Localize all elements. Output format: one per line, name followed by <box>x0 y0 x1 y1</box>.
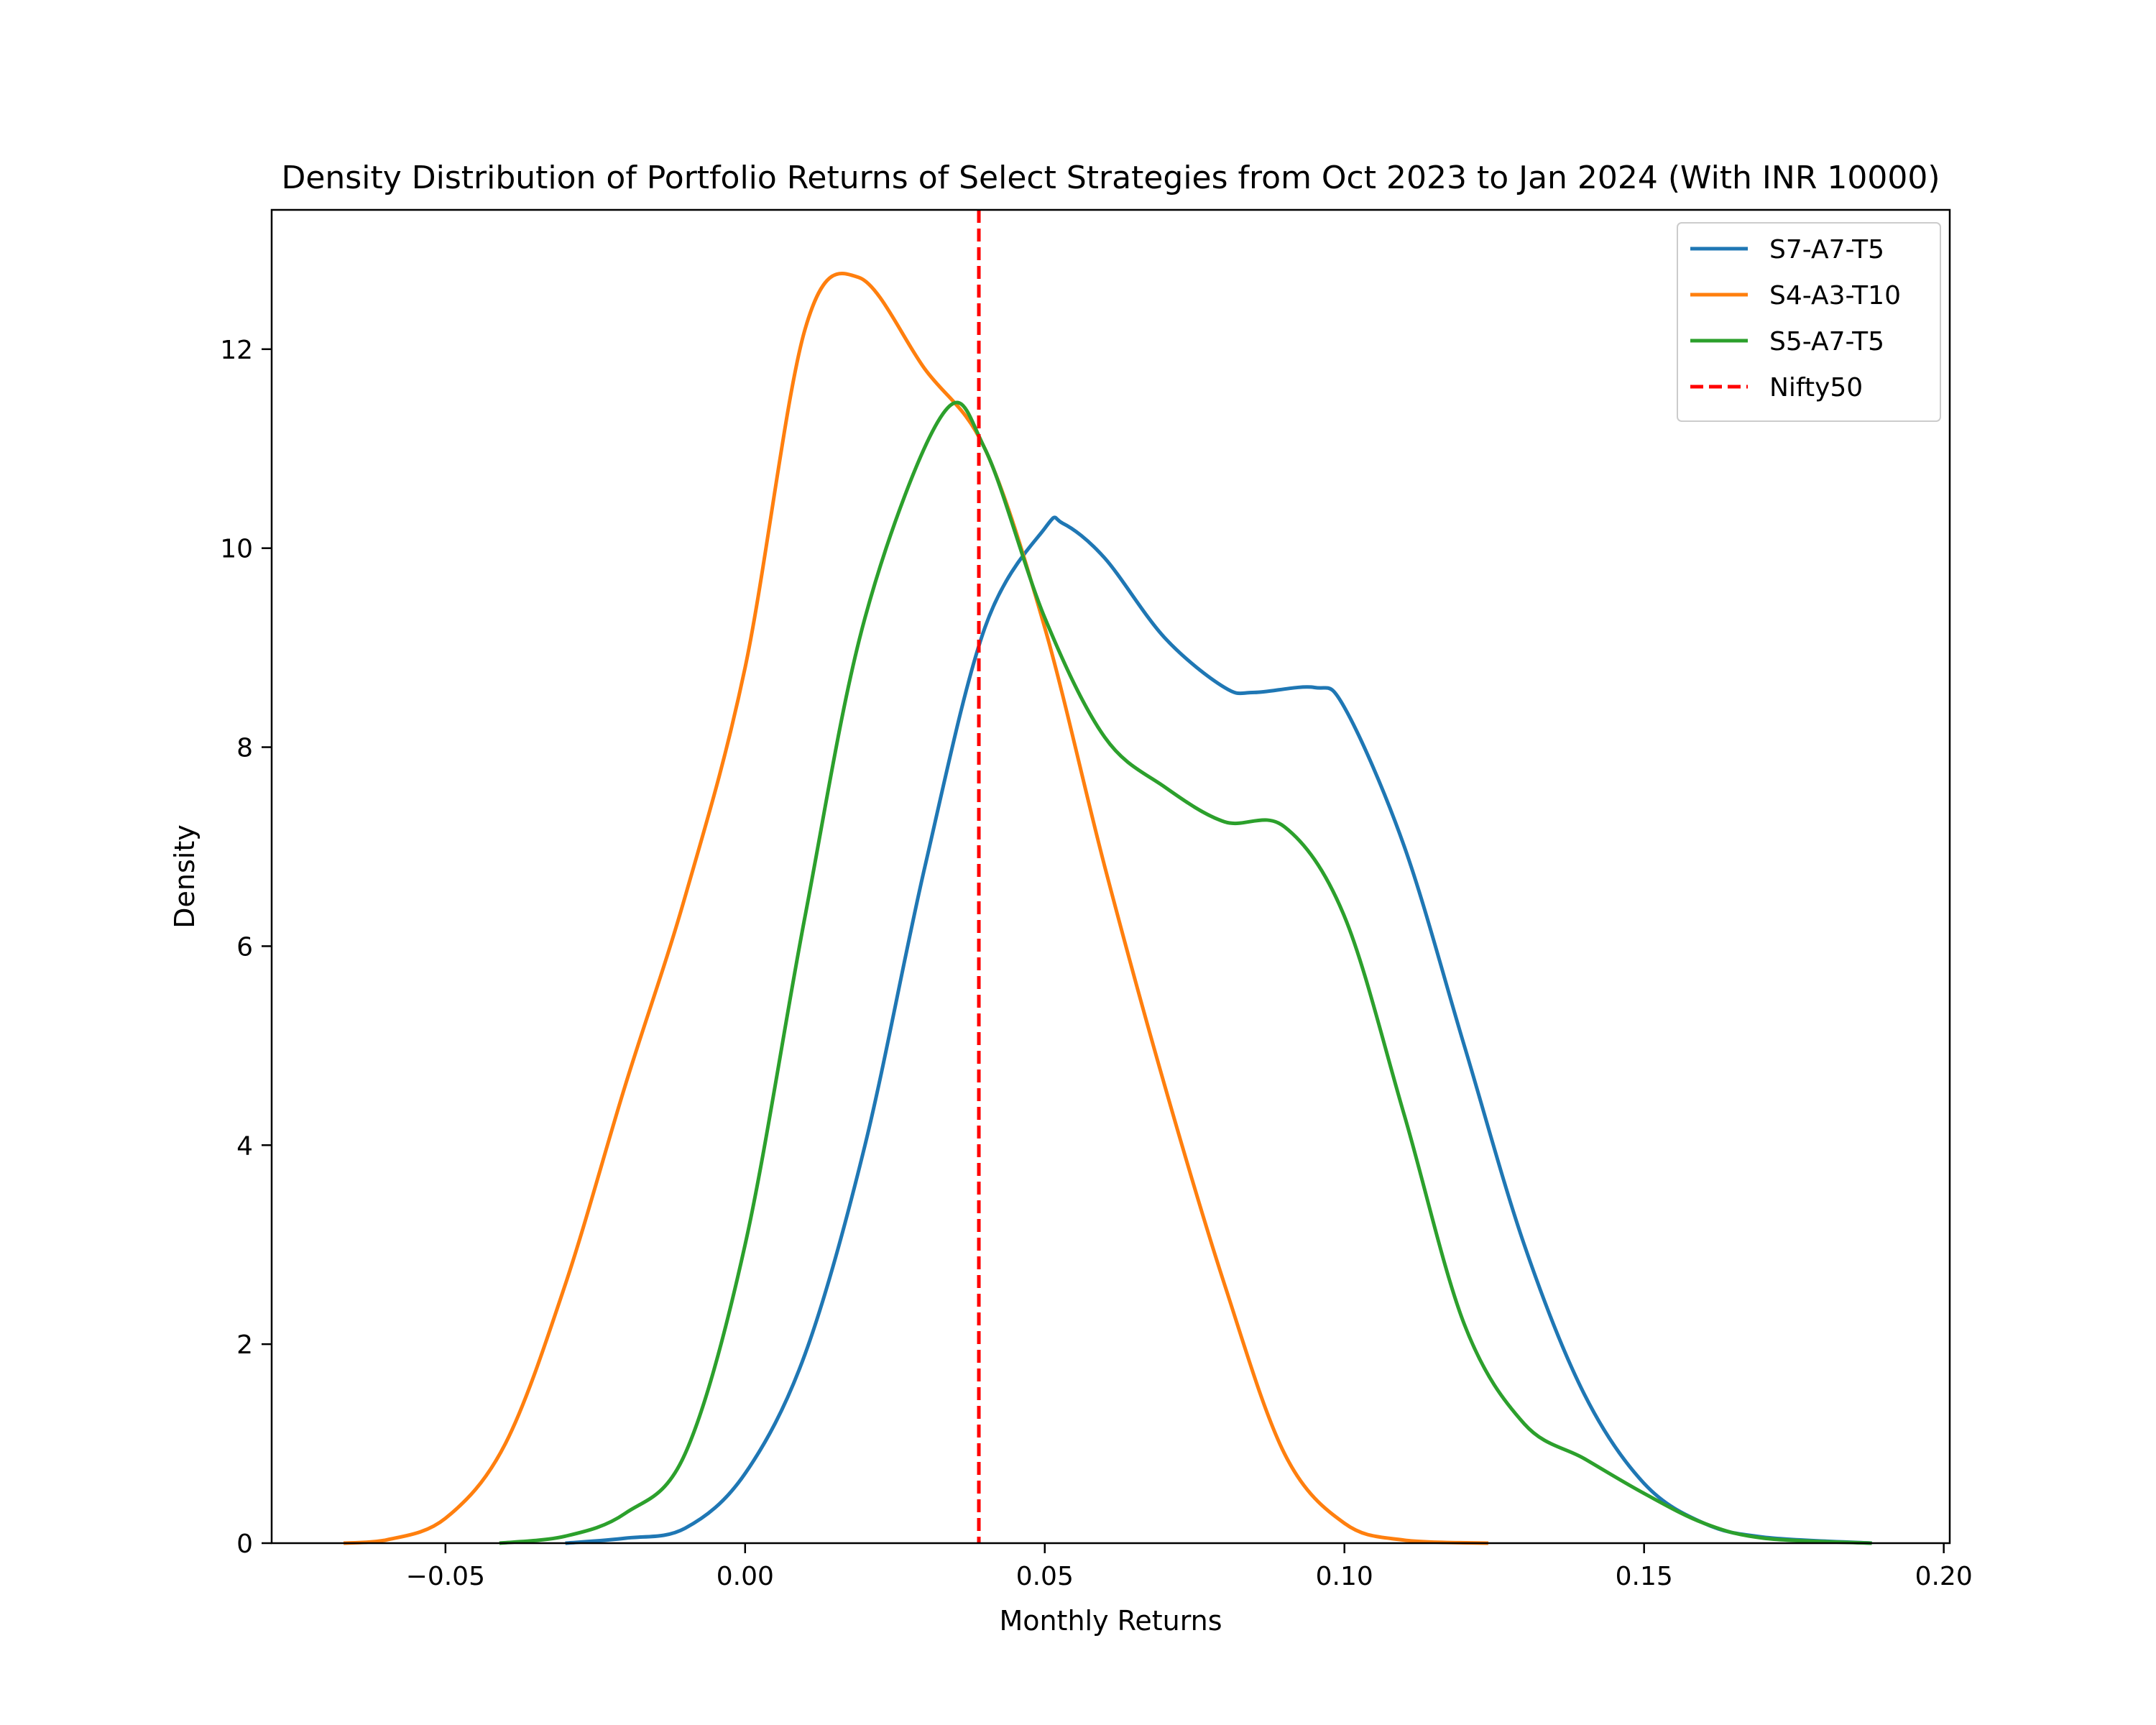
y-axis: 0 2 4 6 8 10 12 <box>220 336 272 1559</box>
x-axis-label: Monthly Returns <box>999 1605 1222 1637</box>
y-tick-label: 4 <box>236 1131 253 1161</box>
y-tick-label: 6 <box>236 932 253 962</box>
x-tick-label: 0.20 <box>1915 1562 1973 1591</box>
x-tick-label: 0.10 <box>1316 1562 1373 1591</box>
series-line-s7-a7-t5 <box>565 515 1872 1545</box>
y-tick-label: 0 <box>236 1530 253 1559</box>
legend-label-s4-a3-t10: S4-A3-T10 <box>1769 281 1901 310</box>
legend-label-nifty50: Nifty50 <box>1769 373 1863 402</box>
x-tick-label: 0.00 <box>717 1562 774 1591</box>
y-tick-label: 10 <box>220 535 253 564</box>
legend-box <box>1677 222 1941 422</box>
y-axis-label: Density <box>169 824 201 928</box>
plot-area <box>270 208 1951 1545</box>
series-line-s4-a3-t10 <box>343 272 1488 1545</box>
legend: S7-A7-T5 S4-A3-T10 S5-A7-T5 Nifty50 <box>1677 222 1941 422</box>
x-axis: −0.05 0.00 0.05 0.10 0.15 0.20 <box>406 1543 1973 1591</box>
y-tick-label: 12 <box>220 336 253 365</box>
legend-label-s7-a7-t5: S7-A7-T5 <box>1769 235 1884 264</box>
x-tick-label: −0.05 <box>406 1562 485 1591</box>
series-layer <box>343 210 1872 1545</box>
chart-title: Density Distribution of Portfolio Return… <box>281 160 1940 196</box>
y-tick-label: 8 <box>236 734 253 763</box>
series-line-s5-a7-t5 <box>499 400 1872 1545</box>
x-tick-label: 0.05 <box>1016 1562 1074 1591</box>
y-tick-label: 2 <box>236 1330 253 1360</box>
plot-frame <box>270 208 1951 1545</box>
legend-label-s5-a7-t5: S5-A7-T5 <box>1769 327 1884 356</box>
x-tick-label: 0.15 <box>1616 1562 1673 1591</box>
